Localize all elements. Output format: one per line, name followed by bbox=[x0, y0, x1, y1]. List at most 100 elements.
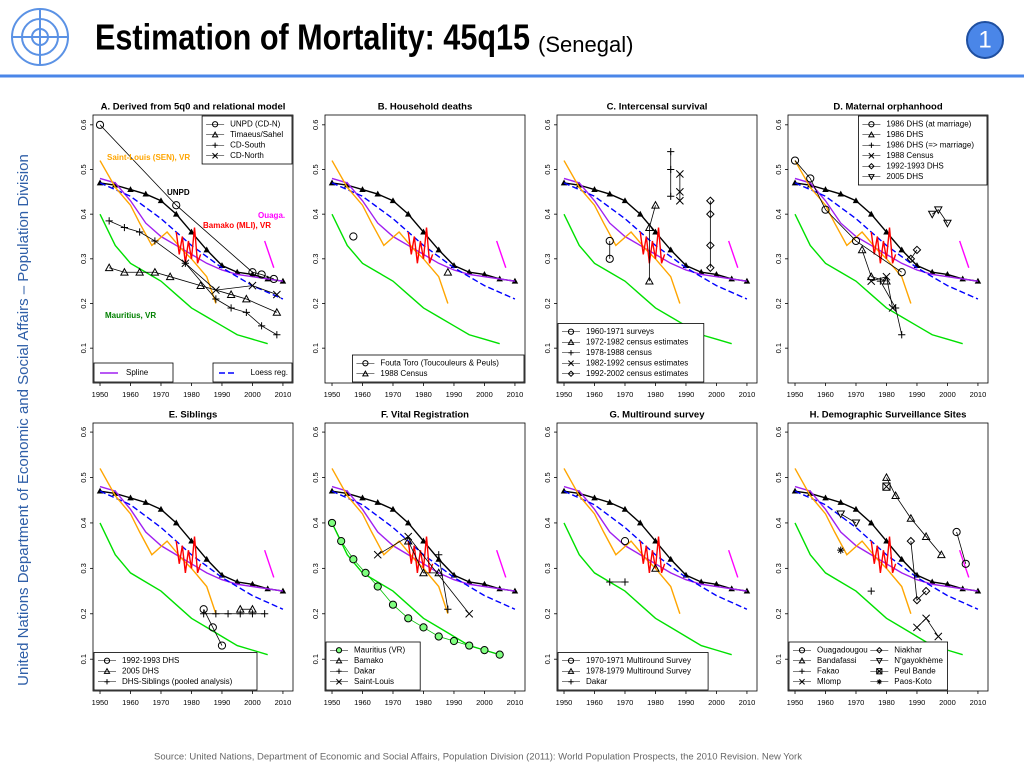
legend-label: Spline bbox=[126, 368, 149, 377]
series-line bbox=[99, 468, 217, 615]
marker bbox=[374, 499, 381, 505]
panel: E. Siblings 1950 1960 1970 1980 1990 2000 2010 0… bbox=[79, 410, 294, 707]
marker bbox=[211, 131, 219, 138]
x-tick-label: 2010 bbox=[970, 390, 987, 399]
y-tick-label: 0.5 bbox=[774, 472, 783, 482]
marker bbox=[157, 197, 165, 204]
plot-area bbox=[96, 468, 287, 656]
legend-label: N'gayokhème bbox=[894, 656, 943, 665]
x-tick-label: 2010 bbox=[970, 698, 987, 707]
x-tick-label: 1970 bbox=[848, 390, 865, 399]
series-line bbox=[931, 209, 948, 224]
y-tick-label: 0.3 bbox=[311, 254, 320, 264]
series-line bbox=[910, 541, 927, 602]
series-line bbox=[794, 213, 963, 345]
legend-box bbox=[351, 354, 525, 383]
x-tick-label: 2010 bbox=[739, 390, 756, 399]
marker bbox=[404, 519, 412, 526]
x-tick-label: 1950 bbox=[92, 698, 109, 707]
marker bbox=[241, 294, 251, 303]
legend-label: 1986 DHS (=> marriage) bbox=[886, 140, 974, 149]
x-tick-label: 2010 bbox=[507, 390, 524, 399]
legend-box bbox=[788, 641, 949, 691]
marker bbox=[868, 162, 875, 170]
marker bbox=[799, 668, 805, 674]
legend-label: Timaeus/Sahel bbox=[230, 130, 283, 139]
marker bbox=[196, 280, 206, 290]
y-tick-label: 0.4 bbox=[543, 518, 552, 528]
series-line bbox=[407, 227, 434, 264]
sidebar-text: United Nations Department of Economic an… bbox=[15, 154, 32, 686]
legend-label: Bamako bbox=[354, 656, 384, 665]
legend-label: Fakao bbox=[817, 666, 840, 675]
legend-box bbox=[212, 362, 293, 383]
slide-number: 1 bbox=[978, 26, 991, 53]
series-line bbox=[263, 549, 275, 578]
y-tick-label: 0.1 bbox=[79, 654, 88, 664]
x-tick-label: 1970 bbox=[385, 390, 402, 399]
marker bbox=[567, 328, 575, 335]
legend-label: Saint-Louis bbox=[354, 677, 394, 686]
x-tick-label: 1970 bbox=[153, 698, 170, 707]
marker bbox=[150, 267, 160, 276]
marker bbox=[449, 636, 459, 646]
x-tick-label: 1990 bbox=[909, 698, 926, 707]
x-tick-label: 2000 bbox=[476, 390, 493, 399]
slide-number-badge bbox=[966, 21, 1004, 59]
x-tick-label: 2000 bbox=[476, 698, 493, 707]
y-tick-label: 0.3 bbox=[543, 254, 552, 264]
marker bbox=[667, 246, 674, 253]
marker bbox=[921, 531, 931, 540]
marker bbox=[568, 679, 574, 685]
marker bbox=[837, 190, 844, 197]
series-line bbox=[331, 160, 449, 304]
panel: H. Demographic Surveillance Sites 1950 196… bbox=[774, 410, 989, 707]
plot-area bbox=[560, 468, 751, 656]
plot-frame bbox=[556, 114, 758, 384]
marker bbox=[349, 555, 358, 564]
marker bbox=[248, 281, 257, 290]
legend-label: 1992-1993 DHS bbox=[122, 656, 179, 665]
marker bbox=[675, 187, 684, 196]
series-line bbox=[331, 522, 500, 656]
marker bbox=[203, 555, 210, 562]
y-tick-label: 0.2 bbox=[311, 298, 320, 308]
marker bbox=[327, 518, 337, 528]
marker bbox=[165, 272, 175, 281]
marker bbox=[790, 156, 800, 165]
marker bbox=[927, 210, 937, 219]
marker bbox=[867, 519, 875, 526]
legend-label: Mauritius (VR) bbox=[354, 645, 405, 654]
marker bbox=[883, 228, 890, 235]
marker bbox=[389, 505, 397, 512]
series-line bbox=[794, 160, 912, 304]
legend-label: Fouta Toro (Toucouleurs & Peuls) bbox=[380, 358, 499, 367]
panel-title: A. Derived from 5q0 and relational model bbox=[101, 102, 286, 113]
marker bbox=[103, 657, 111, 664]
marker bbox=[200, 610, 208, 618]
marker bbox=[882, 472, 891, 481]
marker bbox=[261, 610, 269, 618]
marker bbox=[480, 646, 489, 655]
series-line bbox=[99, 124, 274, 280]
marker bbox=[568, 350, 574, 356]
marker bbox=[403, 536, 413, 545]
marker bbox=[591, 186, 598, 193]
plot-area bbox=[560, 148, 751, 345]
marker bbox=[806, 174, 815, 183]
marker bbox=[248, 610, 257, 618]
y-tick-label: 0.2 bbox=[79, 609, 88, 619]
series-line bbox=[563, 160, 681, 304]
y-tick-label: 0.2 bbox=[543, 298, 552, 308]
series-line bbox=[331, 182, 516, 300]
marker bbox=[713, 580, 720, 587]
legend-label: DHS-Siblings (pooled analysis) bbox=[122, 677, 233, 686]
marker bbox=[906, 513, 916, 522]
plot-frame bbox=[92, 114, 294, 384]
panel-title: B. Household deaths bbox=[378, 102, 472, 113]
marker bbox=[236, 610, 244, 618]
marker bbox=[435, 551, 443, 559]
marker bbox=[373, 582, 382, 591]
slide-title: Estimation of Mortality: 45q15 bbox=[95, 18, 530, 58]
